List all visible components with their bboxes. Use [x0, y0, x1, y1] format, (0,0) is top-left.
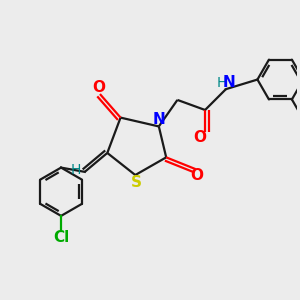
Text: N: N	[153, 112, 166, 127]
Text: O: O	[190, 168, 204, 183]
Text: N: N	[223, 75, 236, 90]
Text: O: O	[193, 130, 206, 145]
Text: O: O	[92, 80, 105, 95]
Text: H: H	[70, 163, 80, 176]
Text: S: S	[131, 175, 142, 190]
Text: Cl: Cl	[53, 230, 69, 244]
Text: H: H	[217, 76, 227, 90]
